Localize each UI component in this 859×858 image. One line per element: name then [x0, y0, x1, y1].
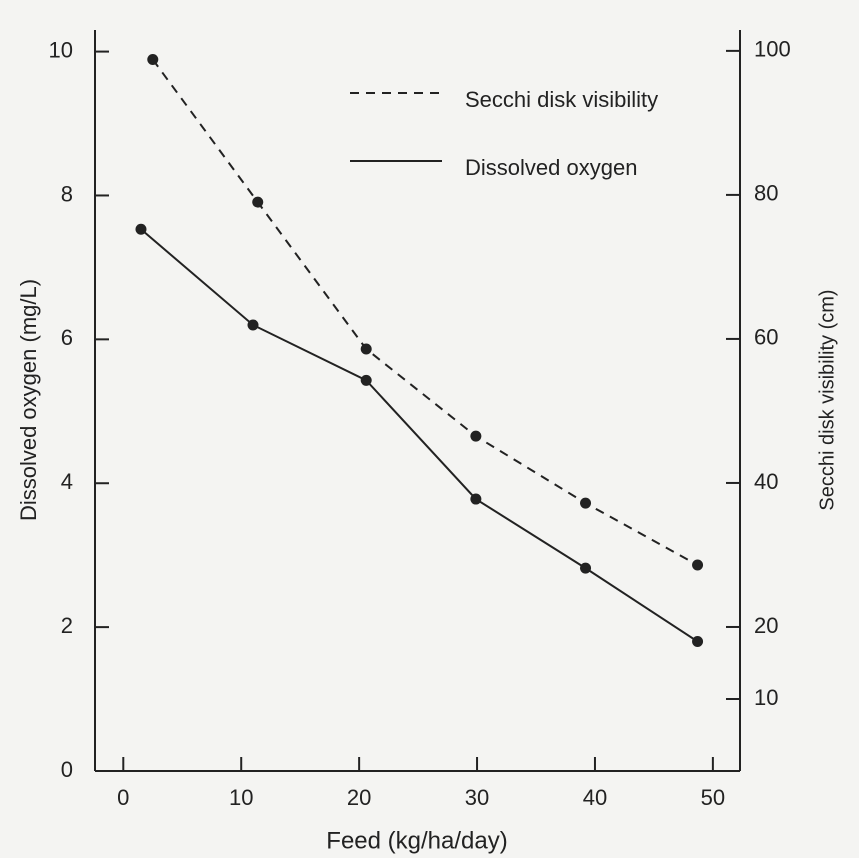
- data-point: [135, 223, 147, 235]
- x-tick-label: 20: [347, 785, 371, 810]
- legend-label: Secchi disk visibility: [465, 87, 658, 112]
- data-point: [692, 559, 704, 571]
- y2-tick-label: 10: [754, 685, 778, 710]
- x-tick-label: 40: [583, 785, 607, 810]
- data-point: [247, 319, 259, 331]
- x-tick-label: 50: [701, 785, 725, 810]
- x-tick-label: 0: [117, 785, 129, 810]
- data-point: [692, 636, 704, 648]
- data-point: [360, 374, 372, 386]
- data-point: [147, 54, 159, 66]
- y-tick-label: 4: [61, 469, 73, 494]
- data-point: [252, 196, 264, 208]
- data-point: [580, 562, 592, 574]
- y2-tick-label: 80: [754, 181, 778, 206]
- series-line: [151, 58, 699, 566]
- data-point: [360, 343, 372, 355]
- data-point: [580, 497, 592, 509]
- y-tick-label: 6: [61, 325, 73, 350]
- y-tick-label: 0: [61, 757, 73, 782]
- data-point: [470, 430, 482, 442]
- y2-tick-label: 20: [754, 613, 778, 638]
- y2-axis-label: Secchi disk visibility (cm): [816, 289, 838, 510]
- series-line: [140, 228, 699, 643]
- legend-label: Dissolved oxygen: [465, 155, 637, 180]
- x-tick-label: 30: [465, 785, 489, 810]
- y-tick-label: 2: [61, 613, 73, 638]
- y2-tick-label: 40: [754, 469, 778, 494]
- y-tick-label: 10: [49, 37, 73, 62]
- y-tick-label: 8: [61, 181, 73, 206]
- y-axis-label: Dissolved oxygen (mg/L): [16, 279, 41, 521]
- y2-tick-label: 60: [754, 325, 778, 350]
- x-axis-label: Feed (kg/ha/day): [326, 827, 507, 854]
- y2-tick-label: 100: [754, 37, 791, 62]
- data-point: [470, 493, 482, 505]
- x-tick-label: 10: [229, 785, 253, 810]
